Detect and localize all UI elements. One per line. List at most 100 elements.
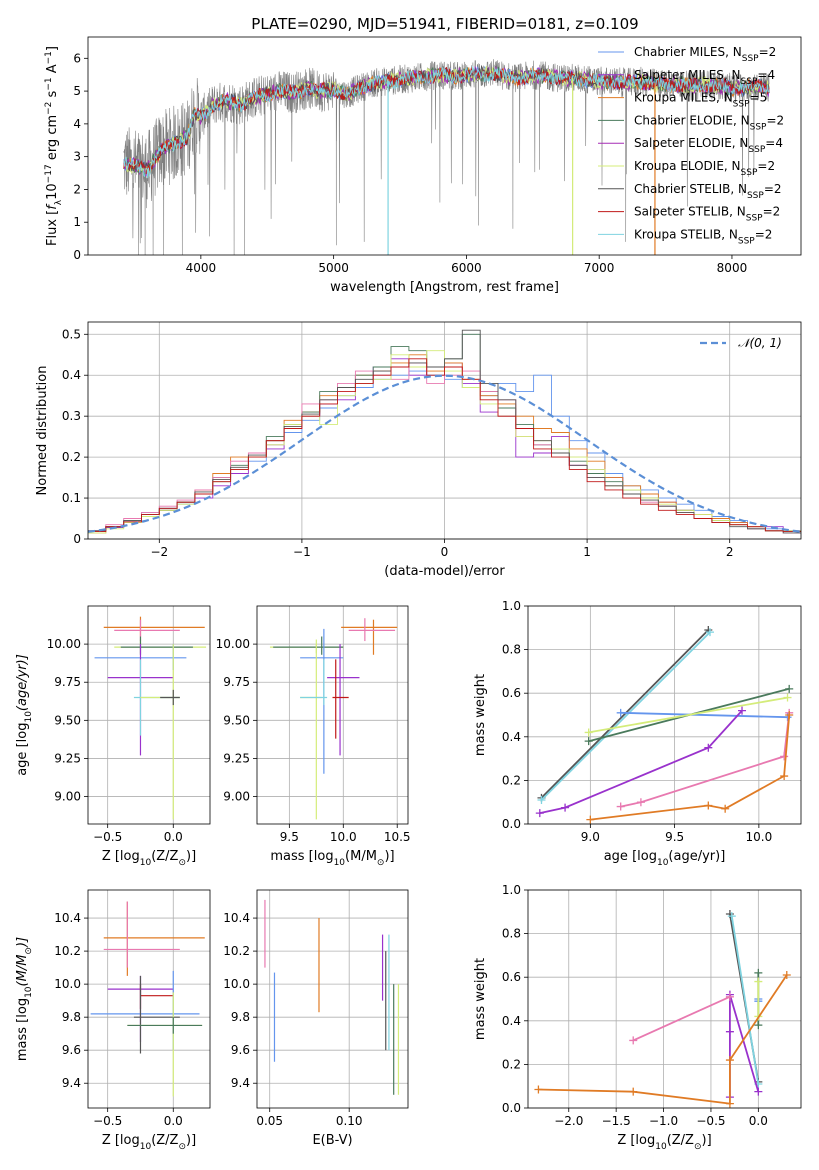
y-tick-label: 9.25	[54, 751, 81, 765]
y-tick-label: 10.00	[216, 637, 250, 651]
label-part: =2	[759, 45, 777, 59]
y-tick-label: 0.6	[502, 686, 521, 700]
y-tick-label: 10.00	[47, 637, 81, 651]
y-tick-label: 6	[73, 51, 81, 65]
y-tick-label: 10.0	[223, 977, 250, 991]
x-axis-label: wavelength [Angstrom, rest frame]	[330, 280, 559, 295]
y-tick-label: 3	[73, 150, 81, 164]
y-tick-label: 9.8	[62, 1010, 81, 1024]
weight-marker	[782, 971, 791, 980]
label-part: −1	[44, 77, 54, 90]
y-tick-label: 9.50	[54, 713, 81, 727]
plot-area	[269, 618, 398, 820]
axes-frame	[527, 889, 802, 1109]
axes-frame	[87, 36, 802, 256]
mass-vs-metallicity-plot: −0.5 0.09.49.69.810.010.210.4Z [log10(Z/Z…	[15, 889, 211, 1152]
label-part: (age/yr)]	[15, 654, 30, 711]
y-tick-label: 9.4	[62, 1076, 81, 1090]
y-tick-label: 9.6	[62, 1043, 81, 1057]
label-part: ⊙	[24, 947, 34, 955]
weight-line	[588, 696, 788, 734]
weight-marker	[616, 802, 625, 811]
label-part: 10	[140, 858, 152, 868]
y-tick-label: 0.1	[62, 491, 81, 505]
weight-marker	[785, 711, 794, 719]
x-tick-label: 0.0	[164, 1114, 183, 1128]
weight-marker	[780, 752, 789, 761]
x-tick-label: 10.0	[746, 830, 773, 844]
weight-marker	[754, 1087, 763, 1096]
y-tick-label: 0.4	[62, 368, 81, 382]
label-part: SSP	[750, 122, 767, 132]
label-part: 10	[655, 1142, 667, 1152]
weight-marker	[706, 628, 714, 637]
label-part: )]	[186, 849, 196, 864]
label-part: (Z/Z	[667, 1133, 694, 1148]
label-part: ]	[45, 46, 60, 51]
weight-marker	[629, 1036, 638, 1045]
label-part: SSP	[748, 145, 765, 155]
label-part: =2	[766, 113, 784, 127]
label-part: 10	[657, 858, 669, 868]
y-tick-label: 0.0	[502, 817, 521, 831]
y-axis-label: age [log10(age/yr)]	[15, 654, 34, 776]
label-part: 10	[45, 183, 60, 200]
x-tick-label: −2.0	[554, 1114, 583, 1128]
label-part: )]	[15, 937, 30, 948]
label-part: =5	[750, 91, 768, 105]
y-tick-label: 5	[73, 84, 81, 98]
label-part: 10	[24, 986, 34, 998]
weight-line	[620, 711, 788, 719]
weight-marker	[725, 1099, 734, 1108]
legend-entry: Salpeter MILES, NSSP=4	[634, 68, 775, 87]
weight-line	[540, 631, 711, 801]
y-tick-label: 9.00	[223, 790, 250, 804]
x-tick-label: 9.5	[280, 830, 299, 844]
weight-marker	[537, 796, 546, 805]
weight-marker	[727, 912, 736, 921]
weight-marker	[725, 1027, 734, 1036]
label-part: =2	[763, 205, 781, 219]
label-part: SSP	[742, 54, 759, 64]
y-axis-label: mass weight	[473, 674, 488, 756]
legend-entry: Chabrier MILES, NSSP=2	[634, 45, 776, 64]
label-part: λ	[54, 199, 64, 205]
weight-marker	[636, 798, 645, 807]
x-axis-label: Z [log10(Z/Z⊙)]	[102, 849, 196, 868]
axes-frame	[87, 321, 802, 540]
label-part: 10	[24, 711, 34, 723]
y-tick-label: 10.0	[54, 977, 81, 991]
x-tick-label: 1	[583, 545, 591, 559]
weight-marker	[629, 1087, 638, 1096]
x-tick-label: 9.0	[581, 830, 600, 844]
label-part: Flux [	[45, 210, 60, 246]
x-tick-label: 6000	[451, 261, 482, 275]
x-tick-label: −1	[293, 545, 311, 559]
y-tick-label: 0.2	[502, 773, 521, 787]
y-tick-label: 9.00	[54, 790, 81, 804]
legend-entry: Salpeter STELIB, NSSP=2	[634, 205, 780, 224]
weight-vs-metallicity-plot: −2.0 −1.5 −1.0 −0.5 0.0 0.0 0.2 0.4 0.6 0.8 1.0 Z […	[473, 883, 802, 1152]
label-part: mass [log	[15, 998, 30, 1061]
y-tick-label: 1	[73, 215, 81, 229]
weight-marker	[534, 1085, 543, 1094]
y-tick-label: 0.2	[62, 450, 81, 464]
axes-frame	[256, 889, 409, 1109]
legend-entry: Chabrier STELIB, NSSP=2	[634, 182, 782, 201]
weight-marker	[586, 815, 595, 824]
weight-vs-age-plot: 9.0 9.5 10.0 0.0 0.2 0.4 0.6 0.8 1.0 age [log10(a…	[473, 599, 802, 868]
axes-frame	[527, 605, 802, 825]
label-part: (Z/Z	[151, 1133, 178, 1148]
y-tick-label: 10.4	[54, 911, 81, 925]
x-axis-label: Z [log10(Z/Z⊙)]	[617, 1133, 711, 1152]
y-tick-label: 9.6	[231, 1043, 250, 1057]
y-tick-label: 0.4	[502, 730, 521, 744]
label-part: SSP	[741, 168, 758, 178]
plot-area	[90, 901, 205, 1097]
label-part: Kroupa MILES, N	[634, 91, 733, 105]
label-part: age [log	[15, 723, 30, 776]
label-part: ⊙	[178, 858, 186, 868]
figure-title: PLATE=0290, MJD=51941, FIBERID=0181, z=0…	[251, 15, 638, 33]
weight-marker	[725, 1056, 734, 1065]
label-part: SSP	[738, 236, 755, 246]
